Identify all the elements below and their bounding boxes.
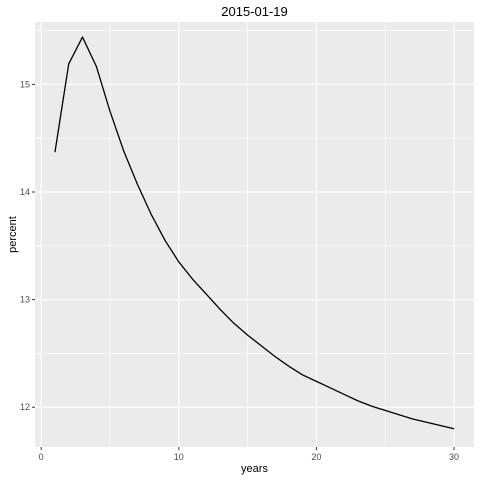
data-point: [342, 393, 345, 396]
data-point: [439, 424, 442, 427]
data-point: [81, 36, 84, 39]
data-point: [425, 421, 428, 424]
y-axis-title: percent: [7, 216, 19, 253]
data-point: [315, 380, 318, 383]
minor-gridlines: [35, 22, 474, 447]
y-axis-ticks: 12 13 14 15: [20, 79, 35, 412]
x-axis-ticks: 0 10 20 30: [39, 447, 459, 462]
data-point: [356, 399, 359, 402]
data-point: [177, 260, 180, 263]
x-tick-label: 20: [311, 452, 321, 462]
data-point: [301, 373, 304, 376]
data-point: [150, 213, 153, 216]
y-tick-label: 12: [20, 402, 30, 412]
chart-title: 2015-01-19: [221, 4, 288, 19]
x-axis-title: years: [241, 463, 268, 475]
data-point: [453, 427, 456, 430]
data-point: [122, 150, 125, 153]
plot-panel: [35, 22, 474, 447]
y-tick-label: 15: [20, 79, 30, 89]
y-tick-label: 13: [20, 295, 30, 305]
data-point: [287, 365, 290, 368]
data-point: [53, 151, 56, 154]
data-point: [232, 322, 235, 325]
x-tick-label: 10: [174, 452, 184, 462]
data-point: [260, 344, 263, 347]
data-point: [136, 183, 139, 186]
x-tick-label: 0: [39, 452, 44, 462]
data-point: [219, 308, 222, 311]
data-point: [384, 409, 387, 412]
data-point: [397, 413, 400, 416]
data-point: [205, 293, 208, 296]
data-point: [67, 62, 70, 65]
data-point: [164, 239, 167, 242]
y-tick-label: 14: [20, 187, 30, 197]
data-point: [191, 278, 194, 281]
x-tick-label: 30: [449, 452, 459, 462]
data-point: [274, 355, 277, 358]
major-gridlines: [35, 22, 474, 447]
data-point: [370, 405, 373, 408]
data-point: [246, 334, 249, 337]
data-point: [109, 110, 112, 113]
series-line: [54, 36, 455, 430]
data-point: [329, 386, 332, 389]
data-point: [95, 65, 98, 68]
data-point: [411, 418, 414, 421]
